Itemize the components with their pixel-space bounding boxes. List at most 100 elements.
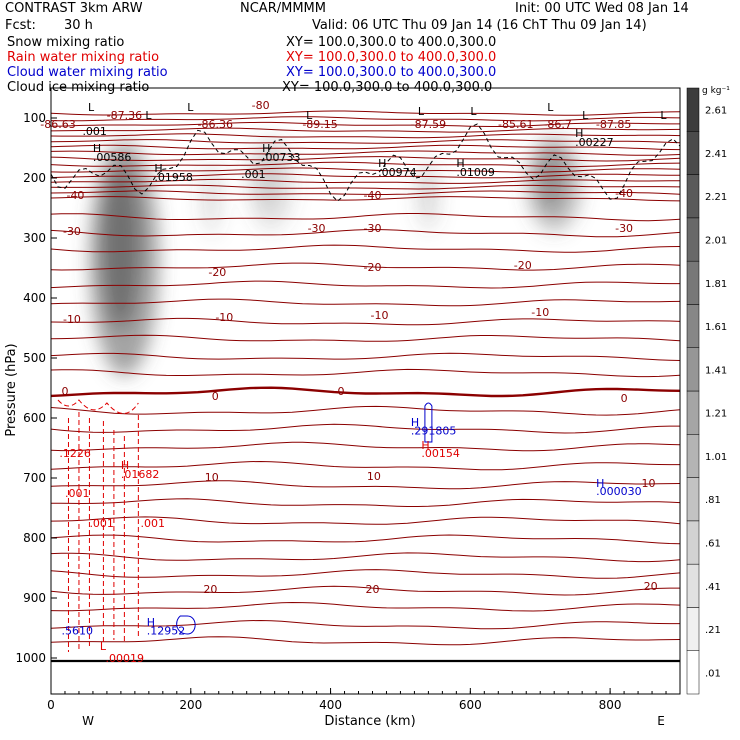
temperature-contour: [51, 167, 680, 173]
colorbar-label: 2.21: [705, 192, 727, 203]
extremum-label: .001: [241, 168, 266, 181]
snow-core-2: [419, 167, 435, 218]
extremum-label: L: [547, 101, 554, 114]
extremum-label: L: [306, 109, 313, 122]
colorbar-cell: [686, 260, 700, 305]
temperature-label: -86.63: [40, 118, 75, 131]
extremum-label: .001: [89, 517, 114, 530]
extremum-label: .5610: [61, 624, 93, 637]
temperature-label: 0: [212, 390, 219, 403]
extremum-label: .00733: [262, 151, 301, 164]
temperature-contour: [51, 150, 680, 156]
extremum-label: .291805: [411, 425, 457, 438]
y-tick-label: 200: [23, 171, 46, 185]
temperature-label: -40: [364, 189, 382, 202]
colorbar-cell: [686, 131, 700, 175]
extremum-label: L: [660, 109, 667, 122]
fcst-value: 30 h: [64, 18, 93, 33]
temperature-contour: [51, 601, 680, 612]
temperature-contour: [51, 121, 680, 127]
temperature-label: -10: [531, 306, 549, 319]
plot-frame: [50, 87, 681, 695]
temperature-label: -10: [370, 309, 388, 322]
colorbar-label: 2.41: [705, 149, 727, 160]
extremum-label: H: [93, 142, 101, 155]
x-left-end-label: W: [82, 714, 94, 728]
temperature-contour: [51, 116, 680, 122]
temperature-label: 10: [642, 477, 656, 490]
colorbar-cell: [686, 520, 700, 565]
snow-core-4: [202, 167, 219, 223]
temperature-contour: [51, 636, 680, 646]
extremum-label: L: [100, 640, 107, 653]
temperature-label: 20: [644, 580, 658, 593]
y-axis-label: Pressure (hPa): [4, 343, 19, 436]
temperature-label: 0: [61, 385, 68, 398]
temperature-contour: [51, 184, 680, 190]
temperature-label: -20: [514, 259, 532, 272]
extremum-label: H: [154, 162, 162, 175]
colorbar-cell: [686, 304, 700, 348]
temperature-contour: [51, 317, 680, 326]
extremum-label: L: [145, 109, 152, 122]
temperature-label: 0: [621, 392, 628, 405]
colorbar-label: .01: [705, 668, 721, 679]
colorbar-label: 1.61: [705, 322, 727, 333]
temperature-contour: [51, 534, 680, 545]
extremum-label: H: [411, 416, 419, 429]
extremum-label: H: [456, 157, 464, 170]
temperature-contour: [51, 368, 680, 378]
temperature-label: -30: [63, 225, 81, 238]
extremum-label: H: [378, 157, 386, 170]
model-title: CONTRAST 3km ARW: [5, 1, 143, 16]
extremum-label: H: [121, 459, 129, 472]
colorbar-label: 1.81: [705, 279, 727, 290]
extremum-label: H: [596, 477, 604, 490]
colorbar-cell: [686, 434, 700, 478]
colorbar-label: 1.01: [705, 452, 727, 463]
colorbar-label: .81: [705, 495, 721, 506]
colorbar-label: 1.41: [705, 365, 727, 376]
temperature-contour: [51, 405, 680, 416]
temperature-contour: [51, 352, 680, 361]
temperature-contour: [51, 585, 680, 596]
colorbar-cell: [686, 477, 700, 522]
temperature-contour: [51, 569, 680, 579]
field-snow-xy: XY= 100.0,300.0 to 400.0,300.0: [286, 35, 497, 50]
temperature-label: 0: [338, 385, 345, 398]
temperature-contour: [51, 228, 680, 238]
x-tick-label: 600: [459, 698, 482, 712]
extremum-label: H: [262, 142, 270, 155]
x-axis-label: Distance (km): [324, 714, 415, 729]
colorbar-label: .61: [705, 539, 721, 550]
extremum-label: .001: [82, 125, 107, 138]
y-tick-label: 500: [23, 351, 46, 365]
temperature-label: -30: [364, 222, 382, 235]
colorbar-cell: [686, 650, 700, 695]
fcst-label: Fcst:: [5, 18, 36, 33]
extremum-label: .001: [140, 517, 165, 530]
temperature-contour: [51, 127, 680, 133]
extremum-label: .00586: [93, 151, 132, 164]
temperature-label: -89.15: [302, 118, 337, 131]
temperature-label: -40: [66, 189, 84, 202]
temperature-label: -10: [215, 311, 233, 324]
temperature-contour: [51, 262, 680, 271]
snow-core-1: [255, 145, 283, 213]
y-tick-label: 900: [23, 591, 46, 605]
temperature-contour: [51, 178, 680, 184]
extremum-label: H: [575, 127, 583, 140]
temperature-contour: [51, 460, 680, 471]
temperature-label: -30: [615, 222, 633, 235]
temperature-contour: [51, 110, 680, 116]
extremum-label: .01958: [154, 171, 193, 184]
temperature-label: -20: [364, 261, 382, 274]
colorbar-cell: [686, 390, 700, 435]
extremum-label: .01682: [121, 468, 160, 481]
cloud-water-contour: [176, 615, 196, 635]
colorbar-label: .41: [705, 582, 721, 593]
temperature-contour: [51, 161, 680, 168]
temperature-contour: [51, 619, 680, 630]
y-tick-label: 600: [23, 411, 46, 425]
